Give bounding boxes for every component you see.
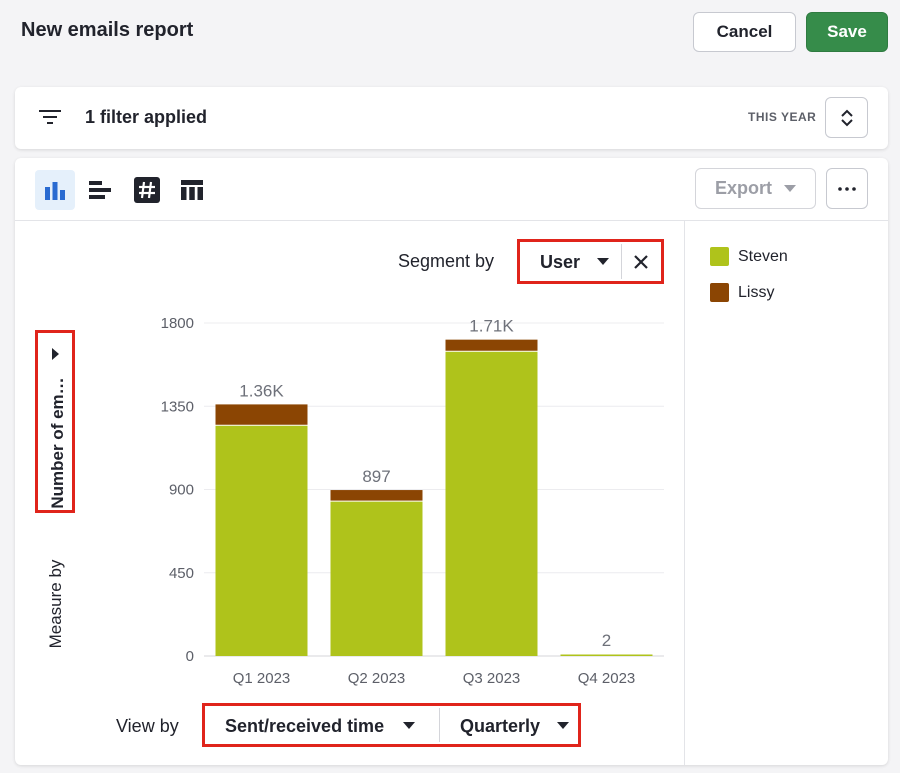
caret-down-icon[interactable] — [597, 258, 609, 265]
caret-down-icon[interactable] — [557, 722, 569, 729]
save-button[interactable]: Save — [806, 12, 888, 52]
legend-item-lissy[interactable]: Lissy — [710, 283, 774, 302]
cancel-button[interactable]: Cancel — [693, 12, 796, 52]
page-title: New emails report — [21, 19, 194, 41]
view-by-label: View by — [116, 716, 179, 736]
close-icon — [634, 255, 648, 269]
segment-by-select[interactable]: User — [540, 252, 581, 272]
view-by-separator — [439, 708, 440, 742]
caret-down-icon[interactable] — [403, 722, 415, 729]
view-type-number[interactable] — [127, 170, 167, 210]
more-options-button[interactable] — [826, 168, 868, 209]
top-bar: New emails report Cancel Save — [0, 0, 900, 66]
number-icon — [134, 177, 160, 203]
segment-clear-button[interactable] — [628, 250, 654, 274]
view-type-bar-chart[interactable] — [35, 170, 75, 210]
segment-separator — [621, 244, 622, 279]
chevron-up-down-icon — [840, 109, 853, 126]
view-by-interval-select[interactable]: Quarterly — [460, 716, 541, 736]
y-tick-label: 900 — [169, 482, 194, 499]
caret-right-icon[interactable] — [52, 348, 59, 360]
period-label: THIS YEAR — [748, 110, 817, 124]
bar-total-label: 1.36K — [239, 381, 284, 400]
legend-swatch-steven — [710, 247, 729, 266]
caret-down-icon — [784, 185, 796, 192]
legend-swatch-lissy — [710, 283, 729, 302]
view-type-horizontal-bar-chart[interactable] — [80, 170, 120, 210]
x-tick-label: Q2 2023 — [348, 670, 406, 687]
more-icon — [838, 186, 856, 191]
period-stepper-button[interactable] — [825, 97, 868, 138]
bar-total-label: 2 — [602, 631, 611, 650]
legend-label-steven: Steven — [738, 247, 788, 265]
view-type-table[interactable] — [172, 170, 212, 210]
horizontal-bar-chart-icon — [89, 181, 111, 199]
y-tick-label: 0 — [186, 648, 194, 665]
legend-label-lissy: Lissy — [738, 283, 775, 301]
segment-by-control[interactable]: User — [517, 239, 664, 284]
y-tick-label: 1350 — [161, 398, 194, 415]
bar-segment-steven — [215, 424, 308, 656]
y-tick-label: 1800 — [161, 315, 194, 332]
view-by-control[interactable]: Sent/received time Quarterly — [202, 703, 581, 747]
measure-by-select[interactable]: Number of em… — [48, 377, 67, 509]
bar-segment-lissy — [445, 339, 538, 351]
bar-segment-steven — [560, 654, 653, 656]
export-button[interactable]: Export — [695, 168, 816, 209]
bar-total-label: 1.71K — [469, 317, 514, 336]
bar-segment-steven — [445, 350, 538, 656]
bar-chart-icon — [45, 182, 65, 200]
export-label: Export — [714, 178, 772, 198]
segment-by-label: Segment by — [398, 251, 495, 271]
x-tick-label: Q4 2023 — [578, 670, 636, 687]
measure-by-control[interactable]: Number of em… — [35, 330, 75, 513]
toolbar-divider — [15, 220, 888, 221]
x-tick-label: Q3 2023 — [463, 670, 521, 687]
filter-bar: 1 filter applied THIS YEAR — [15, 87, 888, 149]
legend-divider — [684, 221, 685, 765]
filter-icon[interactable] — [39, 107, 61, 127]
table-icon — [181, 180, 203, 200]
bar-total-label: 897 — [362, 467, 390, 486]
filter-summary[interactable]: 1 filter applied — [85, 107, 208, 127]
view-by-field-select[interactable]: Sent/received time — [225, 716, 385, 736]
bar-segment-lissy — [330, 490, 423, 501]
bar-segment-lissy — [215, 404, 308, 425]
legend-item-steven[interactable]: Steven — [710, 247, 788, 266]
measure-by-label: Measure by — [46, 559, 65, 649]
bar-segment-steven — [330, 500, 423, 656]
x-tick-label: Q1 2023 — [233, 670, 291, 687]
y-tick-label: 450 — [169, 565, 194, 582]
